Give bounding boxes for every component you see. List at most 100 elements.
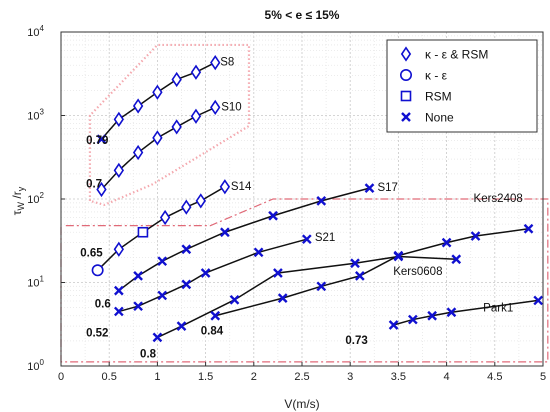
cross-stroke (152, 332, 163, 343)
data-point-s21 (113, 306, 124, 317)
data-point-s14 (137, 226, 149, 238)
data-point-kers0608 (176, 321, 187, 332)
cross-stroke (133, 301, 143, 312)
y-tick-label: 100 (27, 358, 44, 373)
y-tick-exponent: 3 (40, 108, 45, 117)
y-label-sub-y: y (16, 186, 26, 191)
ratio-label: 0.73 (345, 335, 367, 347)
data-point-s14 (91, 264, 104, 277)
data-point-kers2408 (210, 310, 221, 321)
x-tick-label: 4.5 (487, 371, 502, 383)
data-point-s10 (190, 108, 202, 124)
cross-stroke (268, 210, 278, 221)
series-name-label: S8 (220, 57, 234, 69)
series-name-label: S17 (377, 182, 397, 194)
data-point-s17 (268, 210, 278, 221)
ratio-label: 0.7 (86, 178, 102, 190)
data-point-s10 (132, 144, 144, 161)
cross-stroke (157, 256, 168, 267)
cross-stroke (523, 223, 534, 234)
legend-box (386, 39, 538, 133)
cross-stroke (470, 231, 481, 241)
data-point-s8 (96, 134, 107, 145)
data-point-s14 (113, 241, 125, 257)
cross-stroke (316, 281, 327, 292)
legend-label: κ - ε (425, 69, 448, 83)
data-point-park1 (408, 314, 418, 325)
cross-stroke (354, 271, 365, 281)
y-tick-base: 10 (27, 278, 39, 290)
data-point-s21 (253, 247, 264, 258)
series-line-kers2408 (215, 228, 529, 317)
ratio-label: 0.52 (86, 327, 108, 339)
cross-stroke (446, 307, 457, 318)
data-point-s10 (96, 181, 107, 198)
x-tick-label: 3 (347, 371, 353, 383)
dashdot-highlight-region (60, 198, 549, 363)
series-name-label: Kers0608 (393, 266, 442, 278)
data-point-kers0608 (451, 254, 462, 265)
data-point-kers2408 (470, 231, 481, 241)
y-tick-base: 10 (27, 27, 39, 39)
cross-stroke (316, 196, 327, 206)
ratio-label: 0.84 (201, 326, 224, 338)
data-point-kers2408 (441, 237, 452, 248)
cross-stroke (181, 244, 192, 255)
x-tick-label: 2 (251, 371, 257, 383)
x-tick-label: 2.5 (294, 371, 309, 383)
data-point-s17 (220, 227, 230, 238)
data-point-s10 (113, 162, 125, 179)
legend-label: RSM (425, 90, 452, 104)
y-tick-exponent: 0 (40, 358, 45, 367)
data-point-park1 (388, 320, 399, 330)
ratio-label: 0.8 (140, 348, 157, 360)
data-point-s8 (152, 84, 163, 100)
cross-stroke (113, 285, 124, 296)
series-labels: S8 0.79 S10 0.7 S14 0.65 S17 0.6 S21 0.52 Kers0608… (80, 57, 522, 361)
data-point-s21 (157, 290, 168, 301)
series-name-label: S10 (221, 101, 241, 113)
data-point-s17 (316, 196, 327, 206)
y-tick-label: 101 (27, 275, 44, 290)
data-point-s14 (159, 209, 171, 226)
cross-stroke (220, 227, 230, 238)
cross-stroke (301, 234, 312, 245)
data-point-kers0608 (229, 294, 240, 305)
data-point-s14 (195, 193, 206, 209)
x-tick-label: 0 (58, 371, 64, 383)
y-label-tau: τ (10, 210, 24, 215)
data-point-kers2408 (277, 293, 288, 303)
data-point-s17 (364, 183, 375, 193)
series-name-label: Kers2408 (474, 193, 523, 205)
cross-stroke (364, 183, 375, 193)
data-point-s21 (301, 234, 312, 245)
cross-stroke (427, 310, 437, 321)
data-point-park1 (446, 307, 457, 318)
y-tick-base: 10 (27, 111, 39, 123)
chart-title: 5% < e ≤ 15% (265, 8, 340, 22)
y-tick-base: 10 (27, 361, 39, 373)
cross-stroke (393, 250, 404, 261)
cross-stroke (113, 306, 124, 317)
y-axis-label: τW /ry (10, 186, 26, 215)
data-point-s10 (210, 99, 221, 116)
data-point-kers2408 (523, 223, 534, 234)
data-point-s21 (133, 301, 143, 312)
y-tick-label: 102 (27, 191, 44, 206)
ratio-label: 0.65 (80, 247, 103, 259)
cross-stroke (533, 295, 544, 306)
legend-marker-cross (401, 112, 411, 122)
cross-stroke (350, 258, 360, 269)
data-point-s10 (171, 119, 182, 135)
legend: κ - ε & RSM κ - ε RSM None (386, 39, 538, 133)
cross-stroke (157, 290, 168, 301)
data-point-s17 (133, 271, 143, 281)
cross-stroke (176, 321, 187, 332)
data-point-s14 (181, 199, 192, 215)
cross-stroke (253, 247, 264, 258)
y-tick-base: 10 (27, 194, 39, 206)
cross-stroke (181, 279, 192, 290)
cross-stroke (388, 320, 399, 330)
y-tick-label: 104 (27, 24, 44, 39)
